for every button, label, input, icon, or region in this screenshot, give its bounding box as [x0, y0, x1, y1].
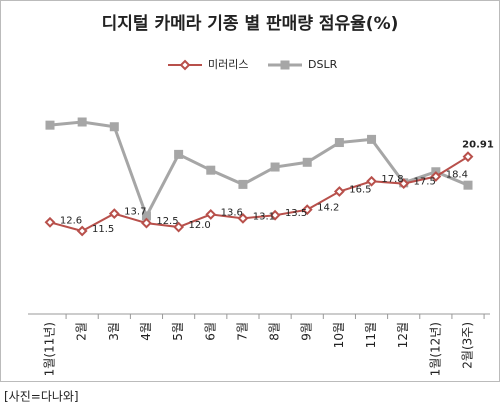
data-label: 12.5 [156, 216, 178, 227]
data-label: 17.5 [414, 177, 436, 188]
point-marker [205, 208, 217, 220]
point-marker [237, 212, 249, 224]
x-tick-label: 8월 [268, 322, 282, 341]
chart-frame [0, 0, 500, 382]
x-tick-label: 4월 [139, 322, 153, 341]
x-tick-label: 11월 [364, 322, 378, 348]
point-marker [179, 59, 191, 71]
chart-title: 디지털 카메라 기종 별 판매량 점유율(%) [102, 14, 399, 34]
point-marker [141, 217, 152, 229]
data-label: 11.5 [92, 224, 114, 235]
data-label: 16.5 [349, 185, 371, 196]
data-label: 18.4 [446, 170, 468, 181]
point-marker [206, 165, 216, 175]
point-marker [463, 180, 473, 190]
data-label: 12.0 [188, 220, 210, 231]
x-tick-label: 3월 [107, 322, 121, 341]
data-label: 17.8 [381, 174, 403, 185]
point-marker [334, 138, 344, 148]
x-tick-label: 5월 [171, 322, 185, 341]
legend-label: DSLR [308, 58, 338, 71]
point-marker [238, 179, 248, 189]
legend-label: 미러리스 [208, 58, 248, 71]
point-marker [270, 162, 280, 172]
point-marker [280, 60, 290, 70]
point-marker [462, 151, 474, 163]
point-marker [44, 216, 56, 228]
x-tick-label: 1월(12년) [428, 322, 442, 376]
data-label: 13.5 [285, 208, 307, 219]
x-tick-label: 10월 [332, 322, 346, 348]
point-marker [430, 171, 442, 182]
point-marker [141, 211, 151, 221]
point-marker [366, 175, 377, 187]
point-marker [333, 186, 345, 197]
point-marker [367, 134, 377, 144]
point-marker [109, 122, 119, 132]
data-label: 13.7 [124, 207, 146, 218]
point-marker [174, 149, 184, 159]
x-tick-label: 2월 [75, 322, 89, 341]
point-marker [269, 209, 281, 221]
point-marker [173, 221, 185, 233]
x-tick-label: 12월 [396, 322, 410, 348]
point-marker [301, 204, 313, 216]
source-caption: [사진=다나와] [4, 390, 79, 404]
point-marker [398, 178, 410, 190]
data-label: 12.6 [60, 215, 82, 226]
point-marker [302, 157, 312, 167]
point-marker [76, 225, 88, 237]
x-tick-label: 9월 [300, 322, 314, 341]
x-tick-label: 1월(11년) [43, 322, 57, 376]
series-line [49, 120, 469, 220]
point-marker [77, 117, 87, 127]
x-tick-label: 6월 [203, 322, 217, 341]
point-marker [45, 120, 55, 130]
data-label: 14.2 [317, 203, 339, 214]
data-label: 13.6 [221, 207, 243, 218]
x-tick-label: 2월(3주) [461, 322, 475, 369]
x-tick-label: 7월 [235, 322, 249, 341]
data-label: 20.91 [462, 140, 494, 151]
series-line [49, 155, 469, 233]
data-label: 13.1 [253, 211, 275, 222]
point-marker [108, 208, 120, 220]
